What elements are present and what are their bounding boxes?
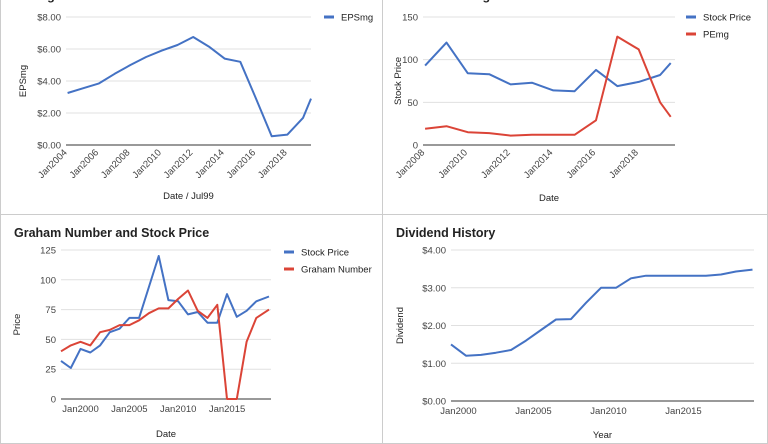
legend-label: EPSmg — [341, 13, 373, 24]
x-tick-label: Jan2000 — [62, 404, 98, 415]
x-axis-title: Date — [156, 429, 176, 440]
x-tick-label: Jan2010 — [130, 147, 164, 181]
dividend-history-chart: Dividend History $0.00 $1.00 $2.00 $3.00 $4.0… — [395, 226, 754, 441]
x-tick-label: Jan2012 — [479, 147, 513, 181]
x-tick-label: Jan2015 — [665, 406, 701, 417]
x-tick-label: Jan2008 — [394, 147, 428, 181]
x-tick-label: Jan2010 — [436, 147, 470, 181]
y-tick-label: $0.00 — [37, 141, 61, 152]
series-line-graham-number — [60, 289, 270, 400]
x-tick-label: Jan2014 — [522, 147, 556, 181]
x-axis-title: Date / Jul99 — [163, 191, 214, 202]
chart-title: Price and PEmg — [395, 0, 490, 3]
series-line-stock-price — [424, 41, 672, 93]
y-tick-label: $1.00 — [422, 359, 446, 370]
y-tick-label: $4.00 — [37, 77, 61, 88]
x-tick-label: Jan2000 — [440, 406, 476, 417]
series-line-stock-price — [60, 255, 270, 369]
y-axis-title: EPSmg — [18, 65, 29, 97]
x-tick-label: Jan2016 — [225, 147, 259, 181]
chart-title: Dividend History — [396, 226, 495, 240]
series-line-epsmg — [67, 36, 312, 138]
y-tick-label: 100 — [402, 55, 418, 66]
y-tick-label: 100 — [40, 275, 56, 286]
x-tick-label: Jan2006 — [68, 147, 102, 181]
x-tick-label: Jan2015 — [209, 404, 245, 415]
x-tick-label: Jan2016 — [565, 147, 599, 181]
x-axis-title: Date — [539, 193, 559, 204]
chart-title: EPSmg — [11, 0, 55, 3]
y-tick-label: 50 — [45, 335, 56, 346]
y-tick-label: $8.00 — [37, 13, 61, 24]
y-tick-label: 25 — [45, 365, 56, 376]
y-tick-label: $2.00 — [37, 109, 61, 120]
y-tick-label: $4.00 — [422, 246, 446, 257]
x-tick-label: Jan2010 — [590, 406, 626, 417]
x-tick-label: Jan2018 — [607, 147, 641, 181]
legend-label: Stock Price — [301, 248, 349, 259]
y-axis-title: Dividend — [395, 307, 406, 344]
y-tick-label: $6.00 — [37, 45, 61, 56]
series-line-pemg — [424, 35, 672, 137]
y-tick-label: 0 — [51, 395, 56, 406]
legend-label: PEmg — [703, 30, 729, 41]
x-tick-label: Jan2014 — [193, 147, 227, 181]
x-tick-label: Jan2012 — [162, 147, 196, 181]
eps-chart: EPSmg$0.00$2.00$4.00$6.00$8.00Jan2004Jan… — [11, 0, 373, 202]
graham-number-chart-panel: Graham Number and Stock Price 0 25 50 75 100 1… — [0, 214, 383, 444]
x-tick-label: Jan2004 — [36, 147, 70, 181]
legend-label: Stock Price — [703, 13, 751, 24]
x-tick-label: Jan2005 — [515, 406, 551, 417]
y-tick-label: 0 — [413, 141, 418, 152]
y-tick-label: 50 — [407, 98, 418, 109]
x-tick-label: Jan2008 — [99, 147, 133, 181]
x-tick-label: Jan2010 — [160, 404, 196, 415]
x-tick-label: Jan2005 — [111, 404, 147, 415]
y-tick-label: 75 — [45, 305, 56, 316]
chart-title: Graham Number and Stock Price — [14, 226, 209, 240]
legend-label: Graham Number — [301, 265, 372, 276]
y-tick-label: $2.00 — [422, 321, 446, 332]
eps-chart-panel: EPSmg$0.00$2.00$4.00$6.00$8.00Jan2004Jan… — [0, 0, 383, 215]
series-line-dividend — [450, 268, 753, 357]
x-tick-label: Jan2018 — [256, 147, 290, 181]
dividend-history-chart-panel: Dividend History $0.00 $1.00 $2.00 $3.00 $4.0… — [382, 214, 768, 444]
y-tick-label: 125 — [40, 246, 56, 257]
y-tick-label: 150 — [402, 13, 418, 24]
y-tick-label: $0.00 — [422, 397, 446, 408]
y-axis-title: Stock Price — [393, 57, 404, 105]
y-tick-label: $3.00 — [422, 283, 446, 294]
graham-number-chart: Graham Number and Stock Price 0 25 50 75 100 1… — [12, 226, 372, 440]
y-axis-title: Price — [12, 314, 23, 336]
